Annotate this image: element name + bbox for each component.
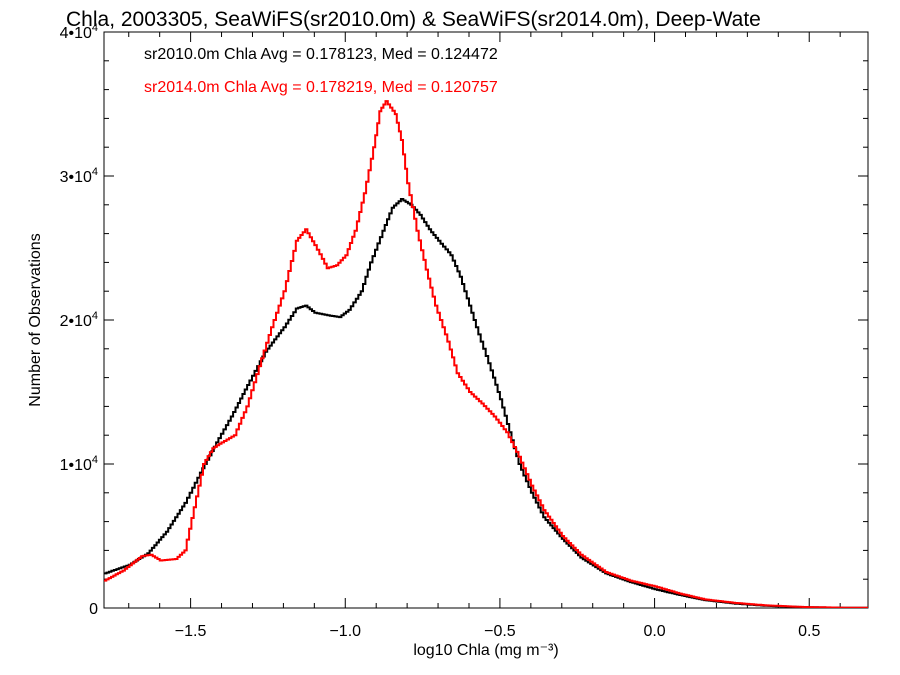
y-tick-label: 3•104 <box>60 166 98 186</box>
y-tick-label-exp: 4 <box>92 166 98 178</box>
y-tick-label-base: 2•10 <box>60 313 92 330</box>
x-tick-label: −1.0 <box>329 623 361 640</box>
x-tick-label: −1.5 <box>175 623 207 640</box>
x-axis-ticks: −1.5 −1.0 −0.5 0.0 0.5 <box>128 32 841 640</box>
y-tick-label: 4•104 <box>60 22 98 42</box>
x-tick-label: −0.5 <box>484 623 516 640</box>
y-axis-label: Number of Observations <box>27 233 44 406</box>
y-tick-label: 1•104 <box>60 454 98 474</box>
y-tick-label-base: 4•10 <box>60 25 92 42</box>
plot-frame <box>103 31 869 609</box>
y-tick-label: 2•104 <box>60 310 98 330</box>
y-tick-label: 0 <box>89 601 98 618</box>
y-tick-label-base: 0 <box>89 601 98 618</box>
y-tick-label-base: 3•10 <box>60 169 92 186</box>
series-layer <box>104 100 868 608</box>
y-tick-label-base: 1•10 <box>60 457 92 474</box>
x-tick-label: 0.5 <box>798 623 820 640</box>
stats-annotation-sr2014: sr2014.0m Chla Avg = 0.178219, Med = 0.1… <box>144 79 498 96</box>
x-axis-label: log10 Chla (mg m⁻³) <box>413 642 558 659</box>
stats-annotation-sr2010: sr2010.0m Chla Avg = 0.178123, Med = 0.1… <box>144 46 498 63</box>
x-tick-label: 0.0 <box>643 623 665 640</box>
y-tick-label-exp: 4 <box>92 22 98 34</box>
y-tick-label-exp: 4 <box>92 310 98 322</box>
series-line-0 <box>104 198 868 608</box>
stats-annotations: sr2010.0m Chla Avg = 0.178123, Med = 0.1… <box>144 46 498 96</box>
y-tick-label-exp: 4 <box>92 454 98 466</box>
chart-title: Chla, 2003305, SeaWiFS(sr2010.0m) & SeaW… <box>66 8 761 31</box>
series-line-1 <box>104 100 868 608</box>
